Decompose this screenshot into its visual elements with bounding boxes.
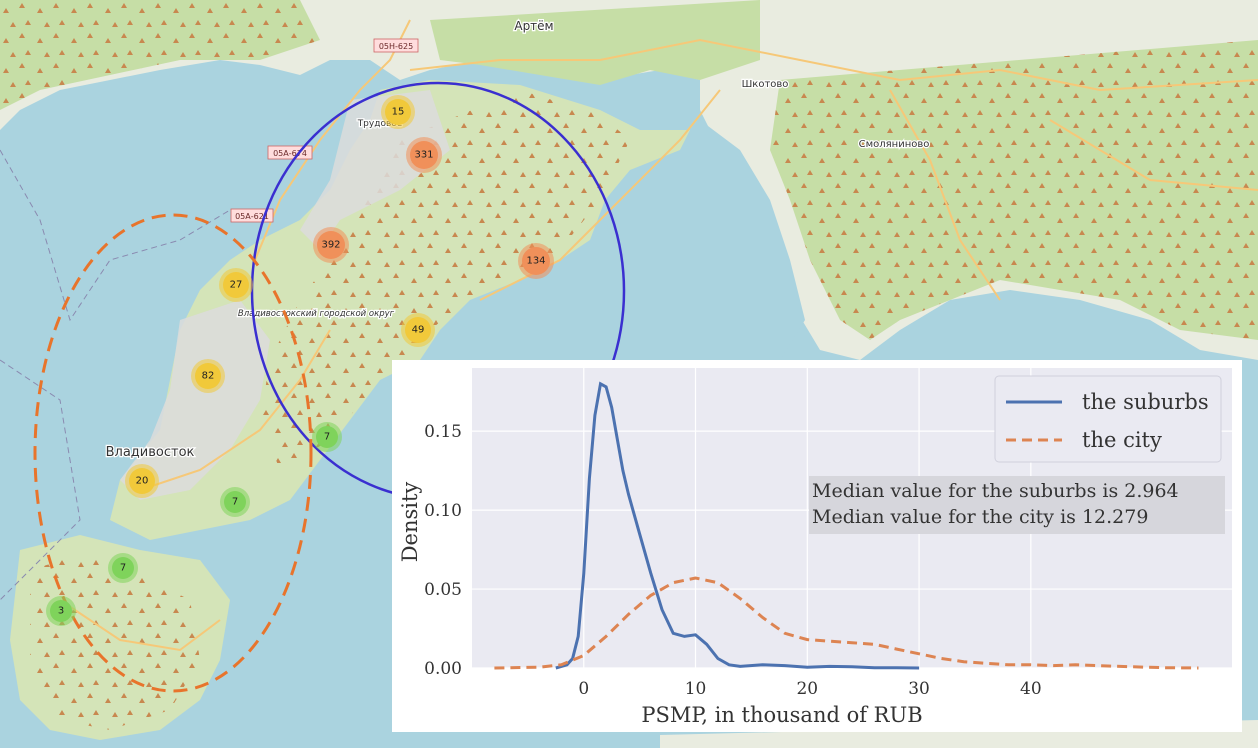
y-tick-label: 0.10	[424, 501, 462, 521]
legend: the suburbs the city	[994, 375, 1222, 463]
cluster-core	[129, 468, 155, 494]
south-island-trees	[30, 555, 200, 730]
y-tick-label: 0.00	[424, 659, 462, 679]
city-radius-circle	[33, 213, 313, 693]
cluster-marker[interactable]: 134	[518, 243, 554, 279]
series-line-1	[494, 576, 1199, 670]
median-annotation-text: Median value for the city is 12.279	[812, 506, 1148, 528]
place-label-artem: Артём	[514, 19, 553, 33]
x-tick-label: 30	[908, 679, 930, 699]
cluster-core	[224, 491, 246, 513]
median-annotation-box	[809, 476, 1225, 534]
legend-box	[994, 375, 1222, 463]
x-tick-label: 10	[685, 679, 707, 699]
cluster-count: 331	[414, 150, 433, 161]
east-bay	[600, 100, 805, 360]
cluster-count: 7	[324, 432, 330, 443]
density-chart: 0 10 20 30 40 0.00 0.05 0.10 0.15 PSMP, in thousa…	[398, 368, 1232, 727]
urban-north	[300, 90, 450, 250]
series-line-0	[555, 381, 920, 670]
cluster-marker[interactable]: 7	[220, 487, 250, 517]
forest-north	[430, 0, 760, 85]
place-label-vladivostok: Владивосток	[106, 445, 195, 460]
cluster-marker[interactable]: 7	[312, 422, 342, 452]
legend-label: the city	[1082, 428, 1162, 452]
svg-text:05А-621: 05А-621	[235, 212, 269, 221]
cluster-count: 134	[526, 256, 545, 267]
cluster-core	[195, 363, 221, 389]
island-small	[150, 560, 220, 600]
cluster-core	[112, 557, 134, 579]
y-tick-label: 0.15	[424, 422, 462, 442]
svg-text:05А-674: 05А-674	[273, 149, 307, 158]
cluster-marker[interactable]: 27	[219, 268, 253, 302]
cluster-core	[223, 272, 249, 298]
cluster-marker[interactable]: 3	[46, 596, 76, 626]
road-label-1: 05Н-625	[373, 38, 419, 53]
x-tick-label: 40	[1020, 679, 1042, 699]
forest-east-trees	[770, 40, 1258, 340]
cluster-marker[interactable]: 7	[108, 553, 138, 583]
place-label-smolyaninovo: Смоляниново	[859, 139, 930, 150]
svg-text:05Н-625: 05Н-625	[379, 42, 413, 51]
cluster-count: 3	[58, 606, 64, 617]
cluster-count: 7	[232, 497, 238, 508]
x-tick-label: 20	[796, 679, 818, 699]
cluster-count: 49	[412, 325, 425, 336]
cluster-core	[385, 99, 411, 125]
boundaries	[0, 149, 231, 601]
place-label-district: Владивостокский городской округ	[238, 309, 395, 319]
peninsula-trees	[260, 90, 630, 470]
y-axis-label: Density	[398, 482, 422, 563]
cluster-core	[50, 600, 72, 622]
place-label-shkotovo: Шкотово	[742, 79, 789, 90]
cluster-core	[522, 247, 550, 275]
legend-label: the suburbs	[1082, 390, 1209, 414]
density-chart-panel: 0 10 20 30 40 0.00 0.05 0.10 0.15 PSMP, in thousa…	[392, 360, 1242, 732]
cluster-marker[interactable]: 82	[191, 359, 225, 393]
cluster-count: 82	[202, 371, 215, 382]
cluster-core	[410, 141, 438, 169]
cluster-marker[interactable]: 392	[313, 227, 349, 263]
x-tick-label: 0	[578, 679, 589, 699]
cluster-core	[317, 231, 345, 259]
forest-northwest-trees	[0, 0, 320, 110]
cluster-count: 15	[392, 107, 405, 118]
urban-west	[120, 300, 270, 500]
cluster-marker[interactable]: 49	[401, 313, 435, 347]
road-label-2: 05А-674	[267, 145, 313, 160]
cluster-marker[interactable]: 15	[381, 95, 415, 129]
cluster-count: 27	[230, 280, 243, 291]
x-axis-label: PSMP, in thousand of RUB	[641, 703, 922, 727]
cluster-count: 20	[136, 476, 149, 487]
cluster-core	[405, 317, 431, 343]
cluster-marker[interactable]: 331	[406, 137, 442, 173]
cluster-count: 392	[321, 240, 340, 251]
cluster-core	[316, 426, 338, 448]
cluster-count: 7	[120, 563, 126, 574]
y-tick-label: 0.05	[424, 580, 462, 600]
median-annotation-text: Median value for the suburbs is 2.964	[812, 480, 1179, 502]
cluster-marker[interactable]: 20	[125, 464, 159, 498]
